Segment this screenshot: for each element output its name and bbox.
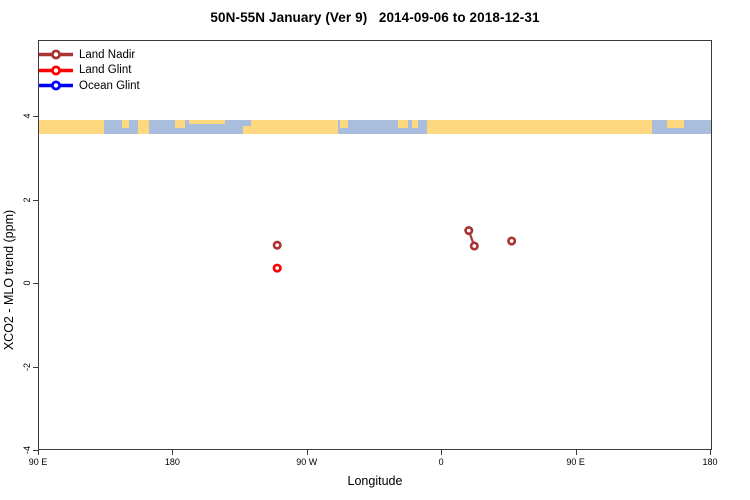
legend-item: Land Glint <box>39 63 140 79</box>
land-patch <box>39 120 105 134</box>
x-tick-mark <box>710 450 711 455</box>
chart-title: 50N-55N January (Ver 9) 2014-09-06 to 20… <box>210 10 540 25</box>
y-tick-label: -2 <box>22 362 32 371</box>
x-tick-mark <box>441 450 443 455</box>
y-tick-mark <box>33 450 38 451</box>
data-point-land-nadir <box>272 240 282 250</box>
land-patch <box>188 120 226 125</box>
land-patch <box>667 120 685 128</box>
data-point-land-nadir <box>469 241 479 251</box>
land-patch <box>175 120 186 128</box>
plot-area: Land Nadir Land Glint Ocean Glint <box>38 40 712 450</box>
x-axis-label: Longitude <box>347 474 403 488</box>
y-tick-mark <box>33 199 38 201</box>
legend-item: Ocean Glint <box>39 78 140 94</box>
y-tick-label: -4 <box>22 445 32 455</box>
y-tick-label: 2 <box>22 196 32 203</box>
land-patch <box>340 120 349 128</box>
legend-marker-icon <box>39 80 73 91</box>
y-tick-label: 0 <box>22 280 32 286</box>
data-point-land-glint <box>272 263 282 273</box>
data-point-land-nadir <box>464 226 474 236</box>
y-tick-mark <box>33 283 38 284</box>
x-tick-mark <box>306 450 308 455</box>
x-tick-label: 0 <box>438 457 444 467</box>
land-patch <box>397 120 408 128</box>
land-patch <box>138 120 149 134</box>
x-tick-label: 180 <box>164 457 180 467</box>
land-patch <box>243 126 252 134</box>
land-patch <box>251 120 339 134</box>
y-tick-label: 4 <box>22 113 32 119</box>
x-tick-label: 90 E <box>28 457 48 467</box>
x-tick-label: 90 W <box>296 457 318 467</box>
legend: Land Nadir Land Glint Ocean Glint <box>39 47 140 94</box>
legend-label: Land Glint <box>79 64 132 77</box>
x-tick-mark <box>38 450 39 455</box>
y-axis-label: XCO2 - MLO trend (ppm) <box>2 209 16 351</box>
legend-item: Land Nadir <box>39 47 140 63</box>
data-point-land-nadir <box>507 236 517 246</box>
land-patch <box>426 120 652 134</box>
series-layer <box>272 226 517 273</box>
x-tick-label: 90 E <box>566 457 585 467</box>
y-tick-mark <box>33 366 38 368</box>
map-band-strip <box>39 120 711 134</box>
legend-marker-icon <box>39 65 73 76</box>
y-tick-mark <box>33 116 38 117</box>
legend-label: Land Nadir <box>79 48 136 61</box>
x-tick-mark <box>575 450 577 455</box>
land-patch <box>411 120 418 128</box>
x-tick-mark <box>172 450 174 455</box>
x-tick-label: 180 <box>702 457 718 467</box>
land-patch <box>121 120 130 128</box>
legend-marker-icon <box>39 49 73 60</box>
legend-label: Ocean Glint <box>79 79 140 92</box>
